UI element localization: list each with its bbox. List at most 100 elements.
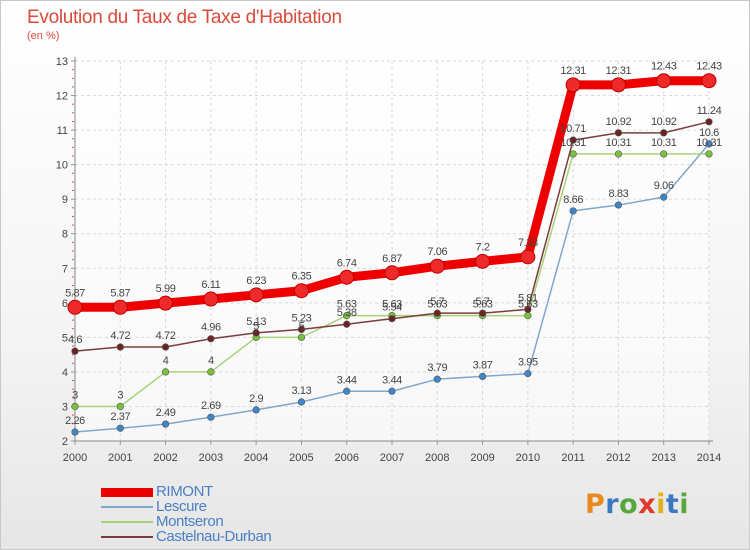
data-point-lescure [660,193,668,201]
x-tick-label: 2007 [380,452,404,464]
data-point-rimont [293,283,309,299]
data-label-lescure: 3.95 [518,357,538,369]
data-point-rimont [701,73,717,89]
data-point-castelnau-durban [161,343,170,351]
data-label-lescure: 3.13 [292,385,312,397]
data-label-rimont: 12.31 [606,65,632,77]
data-label-castelnau-durban: 5.7 [430,296,444,308]
data-label-rimont: 5.87 [65,287,85,299]
data-point-castelnau-durban [116,343,124,351]
data-label-castelnau-durban: 4.96 [201,322,221,334]
data-point-rimont [656,73,672,89]
data-label-castelnau-durban: 5.13 [246,316,266,328]
data-point-lescure [71,428,79,436]
data-label-montseron: 3 [117,389,123,401]
data-point-montseron [71,402,79,411]
data-point-lescure [252,406,260,414]
x-tick-label: 2000 [63,452,87,464]
data-point-rimont [339,269,355,285]
data-label-castelnau-durban: 5.54 [382,302,402,314]
data-label-montseron: 10.31 [651,137,677,149]
data-label-montseron: 5.63 [473,299,493,311]
data-label-lescure: 2.69 [201,400,221,412]
data-label-montseron: 3 [72,389,78,401]
data-point-rimont [565,77,581,93]
y-tick-label: 3 [62,401,68,413]
data-point-castelnau-durban [388,315,396,323]
plot-area [75,61,709,441]
data-label-montseron: 10.31 [696,137,722,149]
y-tick-label: 11 [57,125,68,137]
data-point-lescure [524,370,532,378]
data-point-rimont [384,265,400,281]
x-tick-label: 2001 [108,452,132,464]
x-tick-label: 2013 [651,452,675,464]
data-label-montseron: 5.63 [518,299,538,311]
data-point-montseron [614,150,623,158]
x-tick-label: 2012 [606,452,630,464]
data-point-castelnau-durban [71,347,79,355]
data-label-lescure: 2.49 [156,407,176,419]
data-point-lescure [297,398,306,406]
data-point-montseron [705,150,713,158]
x-tick-label: 2014 [697,452,721,464]
data-label-rimont: 12.43 [651,61,677,73]
y-tick-label: 12 [56,91,68,103]
legend-label: RIMONT [156,483,213,500]
legend-label: Castelnau-Durban [156,528,272,545]
data-label-castelnau-durban: 11.24 [697,105,722,117]
data-label-castelnau-durban: 10.92 [651,116,677,128]
legend-label: Montseron [156,513,224,530]
y-tick-label: 10 [56,160,68,172]
data-point-lescure [705,140,713,148]
y-tick-label: 13 [56,56,68,68]
data-point-lescure [388,387,396,395]
logo-letter: r [605,489,620,520]
data-label-rimont: 6.11 [201,279,220,291]
data-point-castelnau-durban [524,305,532,313]
data-label-lescure: 9.06 [654,180,674,192]
data-label-castelnau-durban: 5.23 [292,312,312,324]
y-tick-label: 5 [62,332,68,344]
x-tick-label: 2005 [289,452,313,464]
data-point-castelnau-durban [297,325,306,334]
data-point-rimont [112,299,128,315]
y-tick-label: 9 [62,194,68,206]
x-tick-label: 2008 [425,452,449,464]
data-point-montseron [660,150,668,158]
data-point-castelnau-durban [207,335,215,343]
data-point-castelnau-durban [343,320,351,328]
data-label-castelnau-durban: 10.71 [560,123,586,135]
logo-letter: t [665,489,680,520]
data-point-castelnau-durban [569,136,577,144]
data-label-lescure: 2.26 [65,415,85,427]
logo-letter: x [638,489,657,520]
data-point-rimont [610,77,626,93]
data-label-lescure: 10.6 [699,127,719,139]
y-tick-label: 8 [62,229,68,241]
data-label-lescure: 3.44 [382,374,402,386]
legend-swatch [101,506,153,508]
data-label-rimont: 12.31 [560,65,586,77]
data-label-montseron: 5.63 [382,299,402,311]
x-tick-label: 2006 [334,452,358,464]
data-point-lescure [569,207,577,215]
data-point-castelnau-durban [614,129,623,137]
data-point-montseron [343,312,351,320]
data-point-lescure [343,387,351,395]
x-tick-label: 2010 [516,452,540,464]
x-tick-label: 2009 [470,452,494,464]
data-label-rimont: 5.87 [110,287,130,299]
data-point-montseron [116,402,124,411]
data-label-rimont: 7.2 [476,241,490,253]
logo-letter: i [656,489,666,520]
data-label-rimont: 12.43 [696,61,722,73]
data-point-rimont [429,258,445,274]
data-point-rimont [248,287,264,303]
data-point-lescure [207,413,215,421]
data-point-castelnau-durban [433,309,441,317]
data-point-rimont [203,291,219,307]
data-label-lescure: 8.83 [609,188,629,200]
